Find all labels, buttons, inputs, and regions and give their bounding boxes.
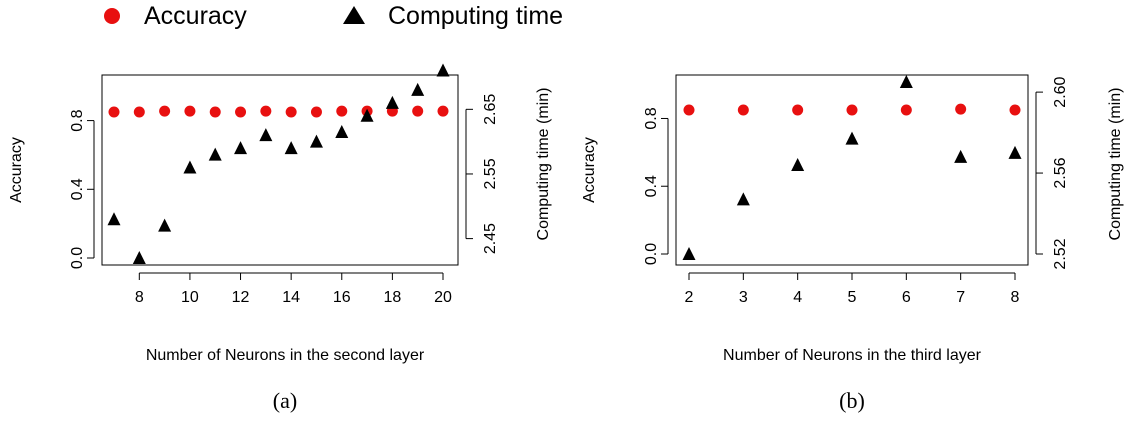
chart-b-plot-frame — [675, 74, 1029, 266]
chart-a-computing-time-point — [259, 128, 273, 142]
chart-b-computing-time-point — [791, 157, 805, 171]
chart-b-computing-time-point — [954, 149, 968, 163]
chart-a-accuracy-point — [235, 106, 247, 118]
chart-a-y2-axis-title: Computing time (min) — [535, 88, 552, 241]
chart-a-computing-time-point — [411, 82, 425, 96]
chart-a-computing-time-point — [132, 251, 146, 264]
chart-b-computing-time-point — [1008, 145, 1022, 159]
chart-b-computing-time-point — [845, 131, 859, 145]
chart-a-accuracy-point — [310, 106, 322, 118]
chart-a-accuracy-point — [260, 105, 272, 117]
chart-a-y-tick-label: 0.0 — [69, 247, 86, 269]
chart-b-x-tick-label: 3 — [739, 289, 748, 306]
chart-a-accuracy-point — [412, 105, 424, 117]
chart-a-accuracy-point — [285, 106, 297, 118]
chart-a-y-tick-label: 0.4 — [69, 178, 86, 200]
chart-b-y2-tick-label: 2.60 — [1052, 76, 1069, 107]
chart-a-x-tick-label: 12 — [232, 289, 250, 306]
chart-a-accuracy-point — [159, 105, 171, 117]
chart-a-computing-time-point — [436, 63, 450, 77]
chart-a-accuracy-point — [336, 105, 348, 117]
chart-a-x-axis-title: Number of Neurons in the second layer — [146, 347, 425, 364]
chart-a-computing-time-point — [158, 218, 172, 232]
chart-a-x-tick-label: 16 — [333, 289, 351, 306]
chart-b-computing-time-point — [899, 75, 913, 88]
chart-a-accuracy-point — [108, 106, 120, 118]
chart-a-accuracy-point — [184, 105, 196, 117]
chart-b-y2-tick-label: 2.52 — [1052, 238, 1069, 269]
chart-a-computing-time-point — [234, 141, 248, 155]
accuracy-legend-marker — [104, 8, 120, 24]
chart-a-computing-time-point — [335, 124, 349, 138]
computing-time-legend-label: Computing time — [388, 2, 564, 30]
chart-b-x-tick-label: 5 — [848, 289, 857, 306]
chart-b-y2-axis-title: Computing time (min) — [1107, 88, 1124, 241]
chart-a-computing-time-point — [385, 95, 399, 109]
chart-b-computing-time-point — [682, 247, 696, 260]
chart-a-computing-time-point — [107, 212, 121, 226]
chart-b-accuracy-point — [846, 104, 858, 116]
chart-a-computing-time-point — [309, 134, 323, 148]
chart-a-y2-tick-label: 2.65 — [482, 94, 499, 125]
chart-b-x-tick-label: 7 — [956, 289, 965, 306]
chart-a-y2-tick-label: 2.55 — [482, 158, 499, 189]
chart-a-computing-time-point — [360, 108, 374, 122]
chart-b-caption: (b) — [839, 388, 865, 413]
chart-b-accuracy-point — [955, 103, 967, 115]
chart-b-y-tick-label: 0.4 — [643, 175, 660, 197]
chart-a-accuracy-point — [209, 106, 221, 118]
chart-a-accuracy-point — [133, 106, 145, 118]
chart-a-x-tick-label: 20 — [434, 289, 452, 306]
chart-a-y-tick-label: 0.8 — [69, 109, 86, 131]
chart-b-x-axis-title: Number of Neurons in the third layer — [723, 347, 982, 364]
chart-a-caption: (a) — [273, 388, 297, 413]
chart-a-x-tick-label: 18 — [383, 289, 401, 306]
chart-b-x-tick-label: 6 — [902, 289, 911, 306]
chart-a-y2-tick-label: 2.45 — [482, 223, 499, 254]
chart-b-accuracy-point — [737, 104, 749, 116]
chart-a-y-axis-title: Accuracy — [8, 137, 25, 203]
chart-b-accuracy-point — [792, 104, 804, 116]
computing-time-legend-marker — [343, 6, 365, 24]
chart-b-computing-time-point — [736, 192, 750, 206]
chart-b-y-axis-title: Accuracy — [581, 137, 598, 203]
legend: Accuracy Computing time — [0, 0, 1135, 40]
chart-b-y-tick-label: 0.8 — [643, 107, 660, 129]
chart-a-computing-time-point — [183, 160, 197, 174]
chart-a-x-tick-label: 10 — [181, 289, 199, 306]
chart-a-x-tick-label: 14 — [282, 289, 300, 306]
chart-a-accuracy-point — [437, 105, 449, 117]
chart-a-computing-time-point — [208, 147, 222, 161]
chart-a-computing-time-point — [284, 141, 298, 155]
chart-b-x-tick-label: 8 — [1011, 289, 1020, 306]
chart-b-x-tick-label: 2 — [685, 289, 694, 306]
chart-b-y2-tick-label: 2.56 — [1052, 157, 1069, 188]
chart-b-y-tick-label: 0.0 — [643, 243, 660, 265]
accuracy-legend-label: Accuracy — [144, 2, 247, 30]
chart-a-x-tick-label: 8 — [135, 289, 144, 306]
chart-b-accuracy-point — [900, 104, 912, 116]
chart-b-accuracy-point — [1009, 104, 1021, 116]
chart-b-x-tick-label: 4 — [793, 289, 802, 306]
chart-b-accuracy-point — [683, 104, 695, 116]
chart-a-plot-frame — [101, 74, 459, 266]
